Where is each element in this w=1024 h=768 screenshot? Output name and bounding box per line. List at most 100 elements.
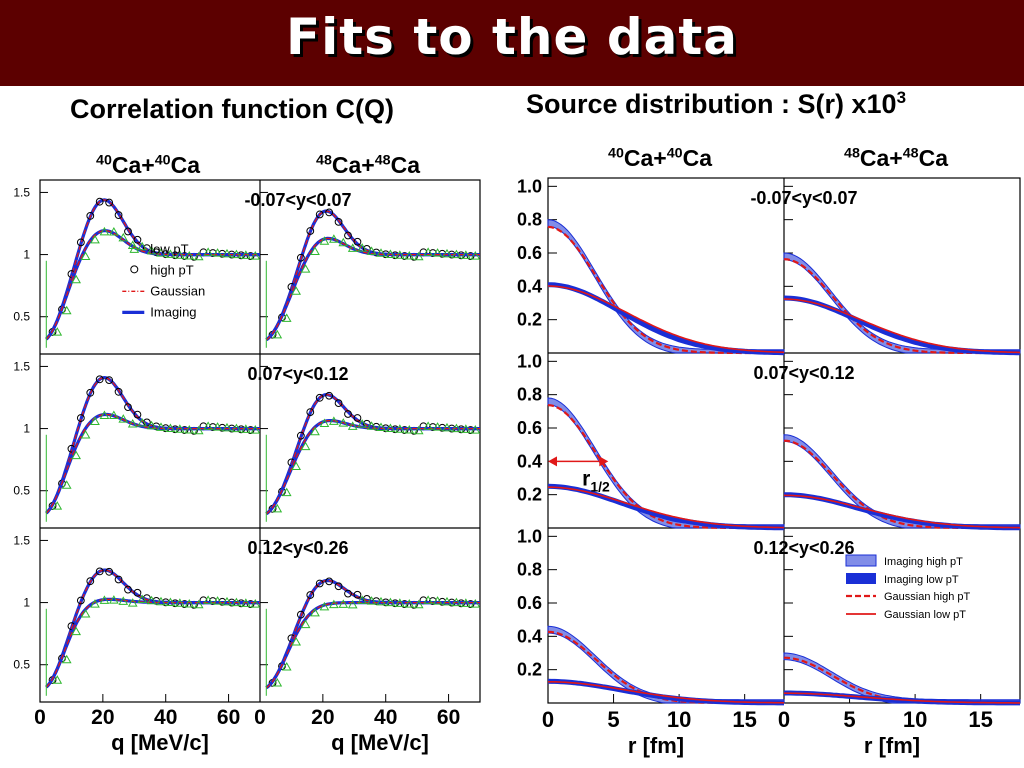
x-tick-label: 5 [607, 707, 619, 732]
low-pt-point [203, 595, 214, 604]
low-pt-point [203, 247, 214, 256]
high-pt-point [334, 399, 343, 408]
gaussian-low-pt-curve [548, 681, 785, 704]
low-pt-point [231, 249, 242, 259]
low-pt-point [432, 248, 443, 257]
row-label-2: 0.12<y<0.26 [247, 538, 348, 558]
high-pt-point [114, 575, 123, 584]
low-pt-point [470, 251, 481, 260]
high-pt-point [325, 577, 334, 586]
low-pt-point [347, 421, 358, 430]
row-label-0: -0.07<y<0.07 [244, 190, 351, 210]
row-label-1: 0.07<y<0.12 [753, 363, 854, 383]
high-pt-point [105, 567, 114, 576]
high-pt-point [95, 567, 104, 576]
source-panel [783, 252, 1021, 356]
high-pt-point [124, 585, 132, 594]
high-pt-point [95, 375, 104, 384]
y-tick-label: 0.4 [517, 276, 542, 296]
imaging-high-pt-band [547, 397, 785, 529]
low-pt-point [250, 425, 261, 434]
r-half-arrow-head-left [548, 456, 557, 467]
low-pt-point [184, 425, 195, 434]
low-pt-point [432, 596, 443, 605]
low-pt-point [291, 461, 302, 471]
y-tick-label: 1.5 [13, 185, 30, 199]
low-pt-point [137, 594, 148, 603]
low-pt-point [310, 246, 320, 255]
low-pt-point [71, 274, 82, 284]
low-pt-point [357, 419, 368, 428]
title-banner [0, 0, 1024, 86]
column-header-0: 40Ca+40Ca [96, 152, 200, 178]
low-pt-point [156, 248, 166, 257]
legend-imaging-high-pt-swatch [845, 554, 877, 567]
low-pt-point [328, 416, 339, 425]
system-label-part: Ca [332, 152, 362, 178]
high-pt-point [296, 253, 305, 262]
low-pt-point [118, 596, 129, 605]
x-tick-label: 0 [34, 706, 46, 729]
row-label-2: 0.12<y<0.26 [753, 538, 854, 558]
imaging-high-pt-band [783, 434, 1021, 529]
low-pt-point [108, 410, 119, 419]
low-pt-point [90, 599, 100, 608]
low-pt-point [338, 418, 349, 427]
correlation-panel [45, 375, 261, 522]
low-pt-point [193, 425, 204, 435]
low-pt-point [376, 596, 386, 606]
x-tick-label: 40 [154, 706, 177, 729]
imaging-high-pt-curve [265, 578, 480, 690]
source-panel [547, 625, 785, 706]
low-pt-point [423, 421, 434, 430]
source-panel [783, 652, 1021, 706]
low-pt-point [385, 597, 396, 607]
low-pt-point [137, 417, 148, 427]
system-label-part: + [141, 152, 154, 178]
imaging-high-pt-curve [45, 375, 260, 515]
row-label-0: -0.07<y<0.07 [750, 188, 857, 208]
legend-high-pt-marker [130, 265, 139, 274]
gaussian-low-pt-curve [265, 601, 480, 689]
low-pt-point [470, 599, 481, 608]
low-pt-point [376, 422, 386, 432]
x-tick-label: 0 [778, 707, 790, 732]
low-pt-point [366, 596, 377, 605]
high-pt-point [353, 237, 362, 246]
y-tick-label: 0.8 [517, 560, 542, 580]
high-pt-point [344, 410, 352, 418]
low-pt-point [451, 597, 462, 607]
high-pt-point [114, 387, 123, 396]
high-pt-point [86, 388, 95, 397]
low-pt-point [52, 675, 63, 684]
low-pt-point [99, 595, 110, 604]
correlation-panel [265, 208, 481, 348]
low-pt-point [300, 264, 311, 273]
high-pt-point [344, 231, 352, 240]
low-pt-point [99, 226, 110, 236]
x-axis-label: q [MeV/c] [331, 730, 429, 755]
system-label-part: 48 [844, 145, 860, 161]
low-pt-point [442, 248, 452, 258]
low-pt-point [240, 250, 251, 259]
low-pt-point [300, 441, 311, 451]
low-pt-point [80, 609, 91, 618]
right-subtitle-main: Source distribution : S(r) x10 [526, 89, 897, 119]
system-label-part: Ca [391, 152, 421, 178]
high-pt-point [296, 610, 305, 619]
y-tick-label: 1 [23, 248, 30, 262]
low-pt-point [137, 241, 148, 251]
low-pt-point [281, 487, 292, 497]
system-label-part: + [889, 145, 902, 171]
low-pt-point [231, 423, 242, 433]
gaussian-high-pt-curve [547, 404, 784, 530]
low-pt-point [250, 599, 261, 608]
low-pt-point [404, 599, 415, 608]
low-pt-point [460, 598, 471, 607]
gaussian-high-pt-curve [265, 579, 480, 689]
system-label-part: Ca [171, 152, 201, 178]
x-tick-label: 15 [968, 707, 992, 732]
low-pt-point [203, 421, 214, 430]
low-pt-point [165, 423, 176, 432]
low-pt-point [61, 654, 72, 664]
